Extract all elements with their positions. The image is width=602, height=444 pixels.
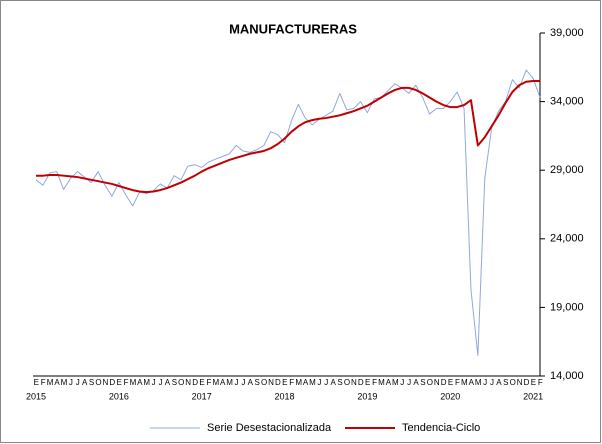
x-tick-label: N xyxy=(434,378,440,387)
x-tick-label: J xyxy=(152,378,156,387)
x-tick-label: F xyxy=(41,378,46,387)
y-tick-label: 24,000 xyxy=(550,233,584,245)
x-tick-label: A xyxy=(82,378,88,387)
x-tick-label: S xyxy=(420,378,425,387)
x-tick-label: N xyxy=(102,378,108,387)
x-tick-label: S xyxy=(89,378,94,387)
x-tick-label: O xyxy=(261,378,267,387)
x-tick-label: M xyxy=(461,378,468,387)
x-tick-label: D xyxy=(192,378,198,387)
x-tick-label: E xyxy=(199,378,204,387)
x-tick-label: J xyxy=(407,378,411,387)
x-tick-label: D xyxy=(109,378,115,387)
x-tick-label: O xyxy=(344,378,350,387)
x-tick-label: D xyxy=(275,378,281,387)
y-tick-label: 39,000 xyxy=(550,27,584,39)
x-tick-label: S xyxy=(503,378,508,387)
x-tick-label: N xyxy=(185,378,191,387)
x-tick-label: J xyxy=(159,378,163,387)
x-tick-label: A xyxy=(331,378,337,387)
y-tick-label: 29,000 xyxy=(550,164,584,176)
x-tick-label: E xyxy=(34,378,39,387)
x-tick-label: N xyxy=(351,378,357,387)
x-tick-label: A xyxy=(413,378,419,387)
x-tick-label: F xyxy=(206,378,211,387)
x-tick-label: S xyxy=(172,378,177,387)
x-tick-label: M xyxy=(143,378,150,387)
x-tick-label: J xyxy=(241,378,245,387)
x-tick-label: N xyxy=(268,378,274,387)
x-tick-label: A xyxy=(137,378,143,387)
year-label: 2020 xyxy=(440,391,460,401)
series-line xyxy=(35,69,541,356)
x-tick-label: M xyxy=(47,378,54,387)
x-tick-label: M xyxy=(475,378,482,387)
legend-label: Serie Desestacionalizada xyxy=(207,422,332,434)
x-tick-label: M xyxy=(378,378,385,387)
x-tick-label: M xyxy=(295,378,302,387)
legend-label: Tendencia-Ciclo xyxy=(402,422,480,434)
x-tick-label: F xyxy=(124,378,129,387)
x-tick-label: A xyxy=(469,378,475,387)
x-tick-label: J xyxy=(76,378,80,387)
year-label: 2017 xyxy=(192,391,212,401)
x-tick-label: D xyxy=(441,378,447,387)
x-tick-label: O xyxy=(95,378,101,387)
x-tick-label: N xyxy=(517,378,523,387)
x-tick-label: F xyxy=(538,378,543,387)
x-tick-label: A xyxy=(220,378,226,387)
x-tick-label: D xyxy=(358,378,364,387)
x-tick-label: E xyxy=(365,378,370,387)
x-tick-label: E xyxy=(448,378,453,387)
x-tick-label: M xyxy=(212,378,219,387)
series-line xyxy=(36,80,540,194)
x-tick-label: M xyxy=(61,378,68,387)
x-tick-label: F xyxy=(372,378,377,387)
x-tick-label: O xyxy=(427,378,433,387)
x-tick-label: E xyxy=(116,378,121,387)
x-tick-label: D xyxy=(524,378,530,387)
x-tick-label: M xyxy=(392,378,399,387)
x-tick-label: E xyxy=(282,378,287,387)
x-tick-label: S xyxy=(255,378,260,387)
x-tick-label: E xyxy=(531,378,536,387)
x-tick-label: J xyxy=(400,378,404,387)
x-tick-label: M xyxy=(226,378,233,387)
y-tick-label: 14,000 xyxy=(550,370,584,382)
x-tick-label: J xyxy=(235,378,239,387)
x-tick-label: A xyxy=(248,378,254,387)
x-tick-label: F xyxy=(289,378,294,387)
y-tick-label: 19,000 xyxy=(550,301,584,313)
x-tick-label: A xyxy=(496,378,502,387)
x-tick-label: A xyxy=(303,378,309,387)
year-label: 2019 xyxy=(357,391,377,401)
x-tick-label: J xyxy=(324,378,328,387)
x-tick-label: M xyxy=(309,378,316,387)
x-tick-label: A xyxy=(386,378,392,387)
year-label: 2015 xyxy=(26,391,46,401)
x-tick-label: J xyxy=(483,378,487,387)
x-tick-label: O xyxy=(178,378,184,387)
y-tick-label: 34,000 xyxy=(550,96,584,108)
x-tick-label: F xyxy=(455,378,460,387)
x-tick-label: A xyxy=(165,378,171,387)
x-tick-label: J xyxy=(490,378,494,387)
chart-title: MANUFACTURERAS xyxy=(229,21,357,36)
x-tick-label: M xyxy=(130,378,137,387)
year-label: 2016 xyxy=(109,391,129,401)
year-label: 2021 xyxy=(523,391,543,401)
x-tick-label: A xyxy=(54,378,60,387)
x-tick-label: S xyxy=(337,378,342,387)
x-tick-label: J xyxy=(317,378,321,387)
x-tick-label: J xyxy=(69,378,73,387)
x-tick-label: O xyxy=(510,378,516,387)
year-label: 2018 xyxy=(275,391,295,401)
